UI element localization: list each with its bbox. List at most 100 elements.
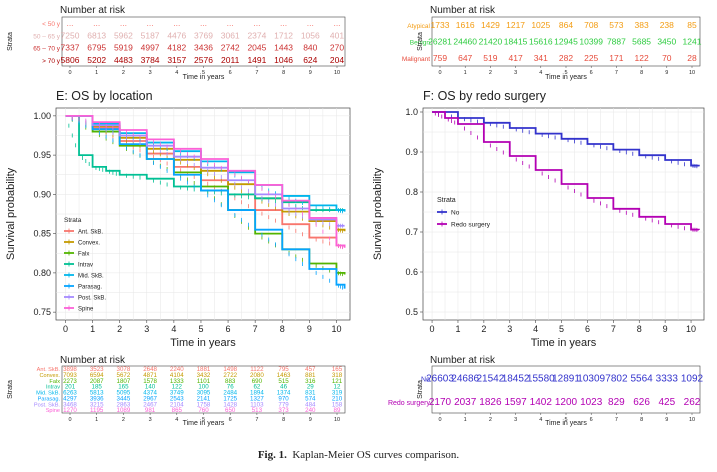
risk-cell: 46 — [280, 384, 287, 391]
risk-cell: 21420 — [479, 36, 503, 46]
risk-cell: 341 — [534, 53, 548, 63]
risk-cell: 3468 — [63, 401, 77, 408]
risk-x-tick-label: 1 — [95, 417, 98, 423]
risk-cell: 3095 — [197, 390, 211, 397]
risk-x-tick-label: 0 — [68, 417, 71, 423]
risk-cell: 70 — [662, 53, 672, 63]
risk-cell: 3784 — [141, 55, 160, 65]
risk-x-tick-label: 5 — [564, 70, 567, 76]
risk-cell: 2011 — [221, 55, 240, 65]
risk-x-tick-label: 7 — [255, 417, 258, 423]
x-tick-label: 6 — [585, 324, 590, 334]
risk-x-tick-label: 10 — [334, 70, 340, 76]
x-tick-label: 0 — [430, 324, 435, 334]
risk-cell: 76 — [227, 384, 234, 391]
x-tick-label: 7 — [611, 324, 616, 334]
risk-table-panel — [431, 16, 701, 67]
risk-cell: 262 — [684, 397, 701, 408]
risk-cell: 15580 — [527, 373, 555, 384]
risk-cell: 1374 — [277, 390, 291, 397]
risk-row-label: Parasag. — [38, 396, 61, 402]
risk-x-tick-label: 2 — [489, 417, 492, 423]
risk-cell: 515 — [278, 378, 289, 385]
risk-cell: 2648 — [143, 366, 157, 373]
risk-cell: 5685 — [632, 36, 651, 46]
risk-cell: 158 — [332, 401, 343, 408]
risk-cell: 1327 — [250, 395, 264, 402]
risk-cell: 1023 — [580, 397, 603, 408]
risk-cell: 2141 — [197, 395, 211, 402]
risk-x-tick-label: 3 — [514, 417, 517, 423]
plot-title: E: OS by location — [56, 89, 153, 103]
risk-cell: 3432 — [197, 372, 211, 379]
risk-cell: 1616 — [456, 20, 475, 30]
risk-cell: ... — [227, 18, 234, 28]
risk-cell: 2374 — [247, 30, 266, 40]
risk-cell: 2467 — [143, 401, 157, 408]
risk-x-tick-label: 3 — [514, 70, 517, 76]
legend-label: Convex. — [78, 241, 100, 247]
risk-x-tick-label: 4 — [539, 417, 542, 423]
figure: Number at risk < 50 y....................… — [5, 5, 705, 427]
y-tick-label: 0.6 — [405, 267, 418, 277]
risk-cell: 4997 — [141, 43, 160, 53]
risk-cell: 5919 — [114, 43, 133, 53]
risk-cell: 624 — [303, 55, 317, 65]
risk-cell: 5187 — [141, 30, 160, 40]
y-tick-label: 0.90 — [33, 189, 51, 199]
risk-x-tick-label: 0 — [438, 70, 441, 76]
risk-cell: 5095 — [117, 390, 131, 397]
risk-table-panel — [431, 365, 701, 414]
risk-cell: 1733 — [431, 20, 450, 30]
risk-cell: 2484 — [223, 390, 237, 397]
risk-cell: 100 — [198, 384, 209, 391]
risk-x-label: Time in years — [545, 420, 587, 427]
risk-cell: 5813 — [90, 390, 104, 397]
risk-cell: 647 — [458, 53, 472, 63]
caption-text: Kaplan-Meier OS curves comparison. — [292, 449, 460, 461]
risk-x-tick-label: 1 — [464, 417, 467, 423]
caption-label: Fig. 1. — [257, 449, 287, 461]
risk-cell: 1056 — [301, 30, 320, 40]
risk-cell: 1402 — [530, 397, 553, 408]
risk-cell: 18452 — [502, 373, 530, 384]
risk-cell: 1025 — [531, 20, 550, 30]
risk-cell: 2863 — [117, 401, 131, 408]
risk-cell: ... — [147, 18, 154, 28]
y-tick-label: 0.5 — [405, 307, 418, 317]
risk-cell: 1578 — [143, 378, 157, 385]
x-tick-label: 5 — [559, 324, 564, 334]
risk-cell: 519 — [483, 53, 497, 63]
risk-cell: 1101 — [197, 378, 211, 385]
risk-row-label: Convex. — [39, 373, 60, 379]
risk-cell: 62 — [253, 384, 260, 391]
risk-cell: 2104 — [170, 401, 184, 408]
risk-cell: 185 — [92, 384, 103, 391]
risk-cell: 7802 — [605, 373, 628, 384]
risk-cell: 3061 — [221, 30, 240, 40]
risk-cell: 484 — [305, 401, 316, 408]
survival-curve — [65, 114, 346, 248]
risk-x-tick-label: 6 — [229, 417, 232, 423]
risk-x-tick-label: 3 — [149, 417, 152, 423]
risk-row-label: Redo surgery — [388, 400, 431, 407]
risk-cell: 5962 — [114, 30, 133, 40]
risk-x-tick-label: 2 — [489, 70, 492, 76]
risk-x-tick-label: 4 — [539, 70, 542, 76]
risk-x-tick-label: 5 — [564, 417, 567, 423]
risk-cell: 240 — [305, 407, 316, 414]
risk-cell: 1333 — [170, 378, 184, 385]
x-tick-label: 7 — [253, 324, 258, 334]
risk-cell: 4871 — [143, 372, 157, 379]
risk-cell: 1758 — [197, 401, 211, 408]
risk-cell: 26603 — [426, 373, 454, 384]
y-axis-label: Survival probability — [5, 167, 17, 260]
risk-row-label: Benign — [410, 39, 431, 46]
risk-cell: 574 — [305, 395, 316, 402]
risk-cell: 28 — [687, 53, 697, 63]
legend-label: Post. SkB. — [78, 296, 106, 302]
risk-x-tick-label: 7 — [615, 417, 618, 423]
risk-row-label: 50 – 65 y — [33, 33, 60, 40]
